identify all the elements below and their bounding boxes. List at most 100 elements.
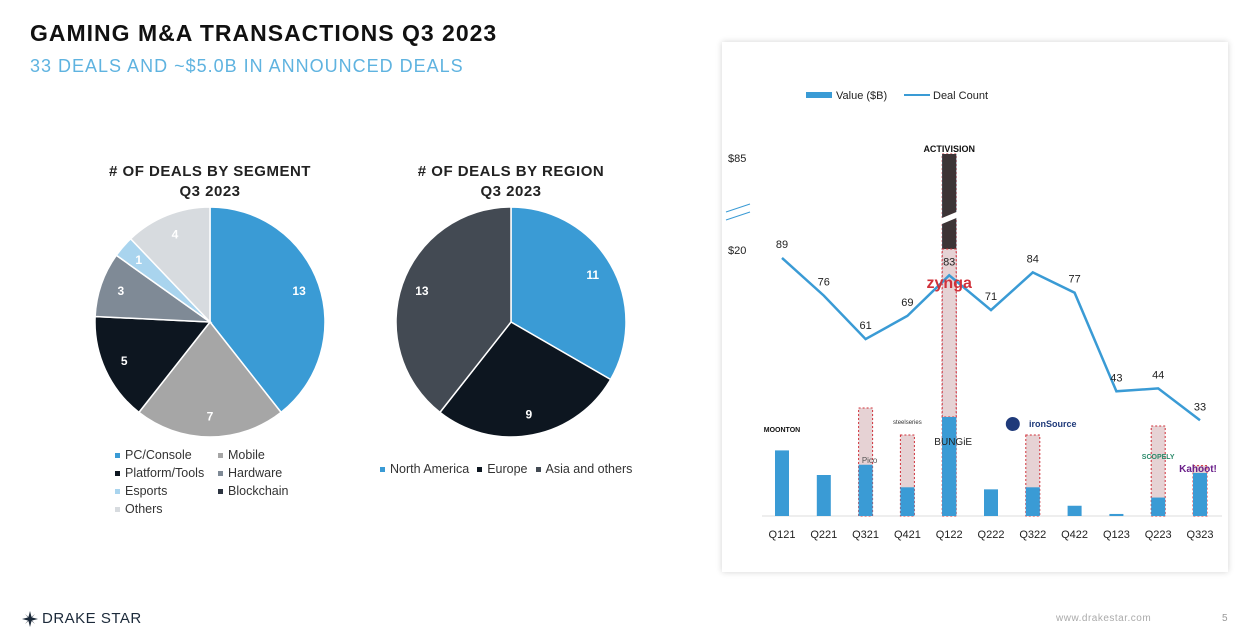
legend-item-blockchain: Blockchain (218, 484, 313, 498)
deal-count-label: 84 (1027, 253, 1039, 265)
deal-count-label: 71 (985, 291, 997, 303)
bar-value (1193, 472, 1207, 516)
pie-slice-value-label: 3 (118, 284, 125, 298)
deal-count-label: 44 (1152, 369, 1164, 381)
segment-pie-chart: 13 7 5 3 1 4 (94, 206, 326, 438)
page-subtitle: 33 DEALS AND ~$5.0B IN ANNOUNCED DEALS (30, 56, 464, 76)
legend-swatch (477, 466, 483, 472)
star-logo-icon (22, 610, 38, 627)
deals-chart-card: Value ($B) Deal Count $85 $20 Q121 Q221 Q321 Q4… (722, 42, 1228, 572)
bar-value (1151, 497, 1166, 516)
legend-swatch (115, 470, 120, 476)
x-tick-label: Q222 (978, 529, 1005, 541)
legend-item-platform-tools: Platform/Tools (115, 466, 218, 480)
logo-pico: Pico (862, 456, 878, 465)
pie-slice-value-label: 11 (586, 268, 599, 282)
legend-item-pc-console: PC/Console (115, 448, 218, 462)
legend-label-deal-count: Deal Count (933, 90, 988, 102)
legend-label-value: Value ($B) (836, 90, 887, 102)
pie-slice-others (129, 206, 211, 324)
pie-slice-value-label: 5 (121, 354, 128, 368)
bar-value (1067, 505, 1082, 516)
x-tick-label: Q123 (1103, 529, 1130, 541)
legend-label: Hardware (228, 466, 283, 480)
pie-slice-value-label: 1 (135, 253, 142, 267)
x-tick-label: Q221 (810, 529, 837, 541)
pie-slice-pc-console (209, 206, 326, 414)
bar-announced-segment (942, 154, 957, 249)
segment-pie-title-line2: Q3 2023 (179, 183, 241, 200)
legend-label: Asia and others (545, 462, 633, 476)
deal-count-line (781, 256, 1201, 422)
segment-pie-title-line1: # OF DEALS BY SEGMENT (109, 163, 311, 180)
legend-label: Europe (487, 462, 528, 476)
pie-slice-value-label: 7 (207, 409, 214, 423)
pie-slice-value-label: 13 (415, 284, 429, 298)
legend-swatch (115, 452, 120, 458)
legend-item-europe: Europe (477, 462, 528, 476)
deal-count-label: 33 (1194, 401, 1206, 413)
legend-label: PC/Console (125, 448, 192, 462)
deal-count-label: 89 (776, 239, 788, 251)
axis-break-mark (725, 203, 751, 213)
legend-label: Others (125, 502, 163, 516)
pie-slice-north-america (510, 206, 627, 381)
pie-slice-value-label: 9 (526, 408, 533, 422)
legend-swatch (218, 452, 223, 458)
logo-moonton: MOONTON (764, 427, 800, 434)
x-tick-label: Q323 (1187, 529, 1214, 541)
bar-value (900, 487, 915, 516)
axis-break-mark (725, 211, 751, 221)
ironsource-logo-icon (1005, 417, 1020, 431)
region-pie-chart: 11 9 13 (395, 206, 627, 438)
bar-value (775, 450, 789, 516)
bar-value (858, 464, 873, 516)
bar-value-segment (942, 417, 957, 516)
region-pie-legend: North America Europe Asia and others (380, 462, 632, 476)
x-tick-label: Q122 (936, 529, 963, 541)
footer-brand-name: DRAKE STAR (42, 610, 142, 627)
legend-swatch (218, 470, 223, 476)
legend-label: Mobile (228, 448, 265, 462)
pie-slice-value-label: 13 (292, 284, 306, 298)
legend-label: Blockchain (228, 484, 289, 498)
region-pie-title-line1: # OF DEALS BY REGION (417, 163, 605, 180)
legend-swatch (218, 488, 223, 494)
legend-label: Platform/Tools (125, 466, 205, 480)
pie-slice-mobile (137, 320, 283, 438)
pie-slice-value-label: 4 (172, 227, 179, 241)
logo-ironsource: ironSource (1029, 419, 1077, 429)
pie-slice-asia-and-others (395, 206, 512, 414)
deal-count-label: 61 (859, 320, 871, 332)
deal-count-label: 76 (818, 277, 830, 289)
logo-activision: ACTIVISION (923, 144, 975, 154)
legend-swatch-value (806, 92, 832, 98)
legend-label: Esports (125, 484, 168, 498)
legend-item-north-america: North America (380, 462, 469, 476)
legend-item-esports: Esports (115, 484, 218, 498)
x-tick-label: Q121 (769, 529, 796, 541)
page-number: 5 (1222, 613, 1228, 624)
footer-url: www.drakestar.com (1056, 613, 1152, 624)
legend-swatch (380, 466, 385, 472)
value-and-deal-count-chart: Value ($B) Deal Count $85 $20 Q121 Q221 Q321 Q4… (725, 90, 1222, 541)
y-axis-label: $85 (728, 153, 746, 165)
logo-kahoot-: Kahoot! (1179, 464, 1217, 475)
bar-value (816, 475, 831, 516)
x-tick-label: Q322 (1019, 529, 1046, 541)
deal-count-label: 69 (901, 297, 913, 309)
footer-brand: DRAKE STAR (22, 610, 142, 627)
deal-count-label: 77 (1068, 274, 1080, 286)
legend-item-mobile: Mobile (218, 448, 313, 462)
legend-item-hardware: Hardware (218, 466, 313, 480)
deal-count-label: 83 (943, 256, 955, 268)
bar-value (1025, 487, 1040, 516)
pie-slice-europe (438, 321, 612, 438)
x-tick-label: Q422 (1061, 529, 1088, 541)
segment-pie-title: # OF DEALS BY SEGMENT Q3 2023 (80, 162, 340, 202)
bar-value (1109, 513, 1124, 516)
x-tick-label: Q421 (894, 529, 921, 541)
logo-zynga: zynga (927, 275, 972, 292)
bar-chart-legend: Value ($B) Deal Count (806, 90, 988, 102)
legend-label: North America (390, 462, 470, 476)
